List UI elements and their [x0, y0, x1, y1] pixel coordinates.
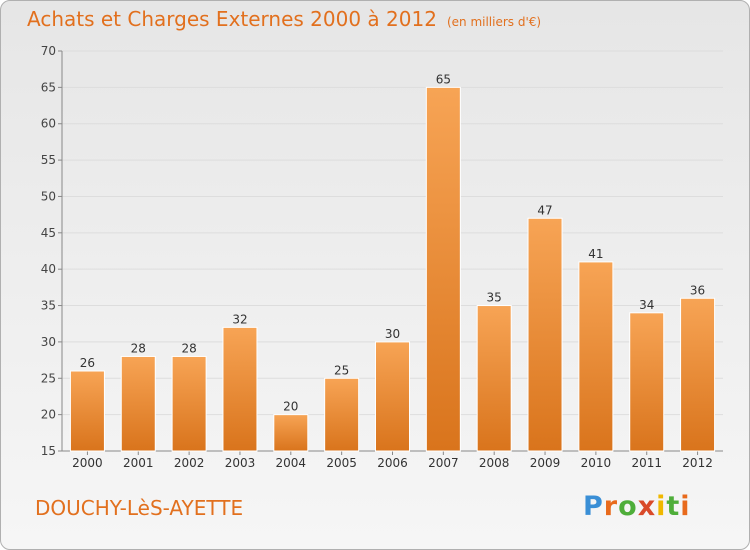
x-tick-label: 2009	[530, 456, 561, 470]
bar	[527, 217, 563, 452]
data-label: 41	[588, 247, 603, 261]
proxiti-logo: Proxiti	[583, 491, 691, 522]
chart-title: Achats et Charges Externes 2000 à 2012	[27, 7, 437, 31]
x-tick-label: 2003	[225, 456, 256, 470]
x-tick-label: 2002	[174, 456, 205, 470]
x-tick-label: 2006	[377, 456, 408, 470]
bar	[375, 341, 410, 452]
label-layer: 26 28 28 32 20 25 30 65 35 47 41 34 36	[80, 72, 705, 413]
y-tick-label: 65	[41, 80, 56, 94]
data-label: 26	[80, 356, 95, 370]
x-tick-label: 2010	[581, 456, 612, 470]
bar	[324, 377, 360, 452]
bar	[69, 370, 105, 452]
x-tick-label: 2001	[123, 456, 154, 470]
bar	[222, 326, 258, 452]
x-tick-label: 2000	[72, 456, 103, 470]
y-tick-label: 55	[41, 153, 56, 167]
data-label: 47	[537, 203, 552, 217]
data-label: 28	[131, 341, 146, 355]
y-tick-label: 45	[41, 226, 56, 240]
y-tick-label: 30	[41, 335, 56, 349]
data-label: 35	[487, 291, 502, 305]
y-tick-label: 20	[41, 408, 56, 422]
y-tick-label: 35	[41, 299, 56, 313]
data-label: 25	[334, 363, 349, 377]
data-label: 32	[232, 312, 247, 326]
x-tick-label: 2005	[326, 456, 357, 470]
x-tick-label: 2008	[479, 456, 510, 470]
bar-layer	[69, 86, 716, 452]
bar	[273, 414, 309, 452]
y-tick-label: 40	[41, 262, 56, 276]
commune-name: DOUCHY-LèS-AYETTE	[35, 496, 244, 520]
data-label: 20	[283, 400, 298, 414]
title-line: Achats et Charges Externes 2000 à 2012 (e…	[27, 7, 541, 31]
bar	[578, 261, 614, 452]
bar	[476, 305, 512, 452]
x-tick-label: 2007	[428, 456, 459, 470]
data-label: 34	[639, 298, 654, 312]
y-tick-label: 70	[41, 44, 56, 58]
data-label: 36	[690, 283, 705, 297]
y-tick-label: 25	[41, 371, 56, 385]
bar	[120, 355, 156, 452]
x-tick-label: 2012	[682, 456, 713, 470]
chart-subtitle: (en milliers d'€)	[446, 15, 542, 29]
y-tick-label: 15	[41, 444, 56, 458]
x-tick-label: 2011	[631, 456, 662, 470]
data-label: 30	[385, 327, 400, 341]
bar	[680, 297, 716, 452]
data-label: 65	[436, 72, 451, 86]
x-tick-label: 2004	[276, 456, 307, 470]
data-label: 28	[181, 341, 196, 355]
y-tick-label: 50	[41, 189, 56, 203]
bar	[425, 86, 461, 452]
bar	[171, 355, 207, 452]
bar	[629, 312, 665, 452]
y-tick-label: 60	[41, 117, 56, 131]
